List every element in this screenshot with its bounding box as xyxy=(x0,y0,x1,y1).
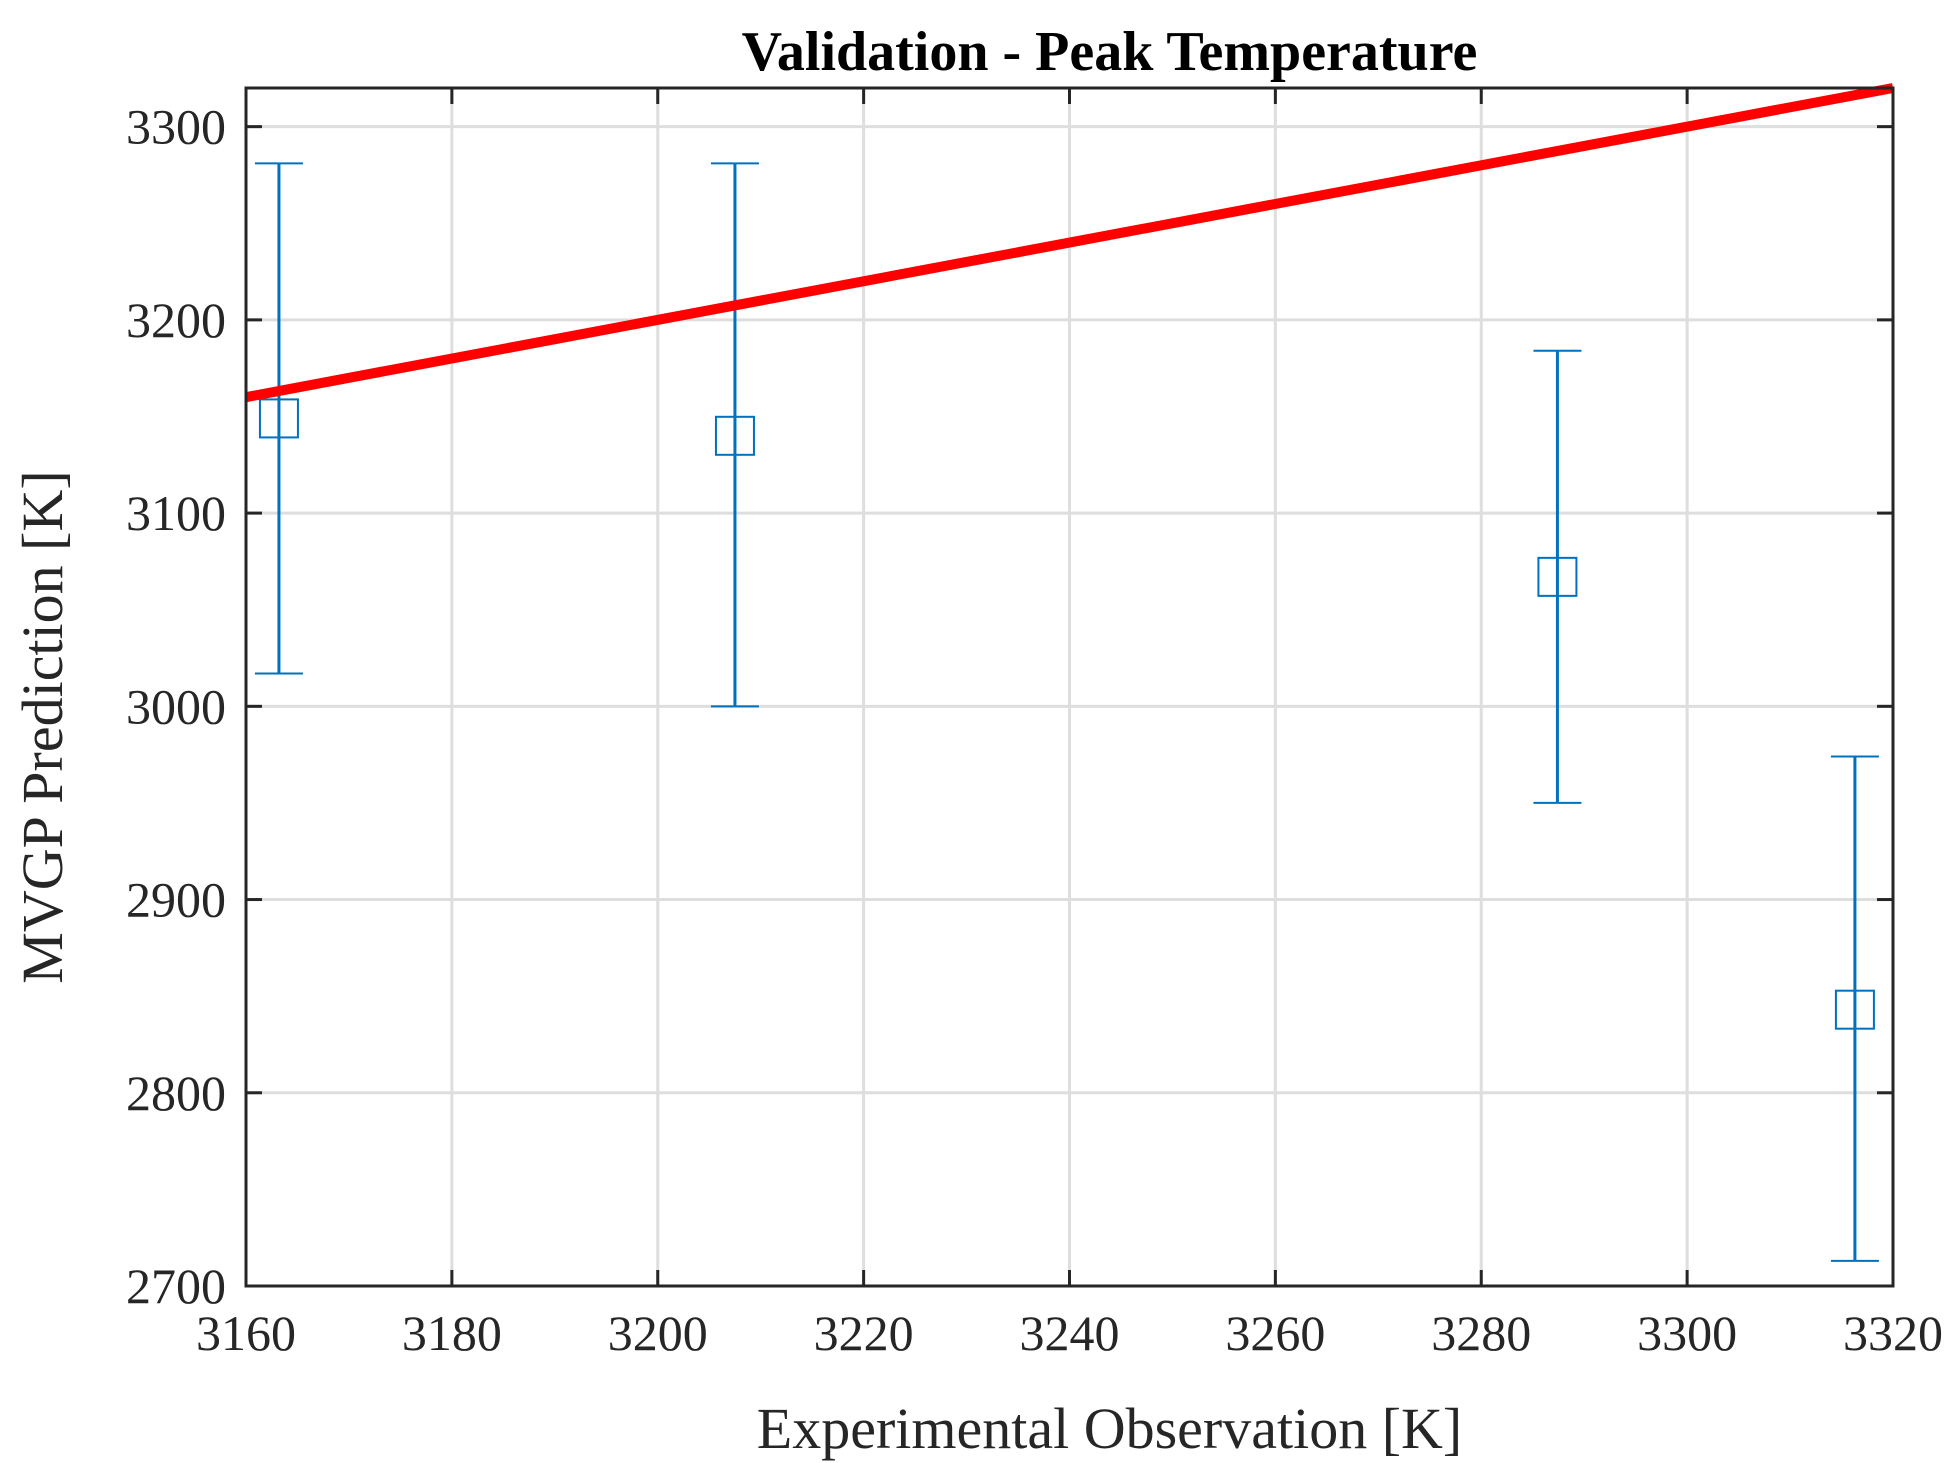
x-tick-label: 3320 xyxy=(1843,1305,1943,1361)
data-point-group xyxy=(1830,755,1879,1262)
y-tick-label: 2800 xyxy=(126,1065,226,1121)
x-tick-label: 3240 xyxy=(1020,1305,1120,1361)
x-tick-label: 3260 xyxy=(1225,1305,1325,1361)
y-tick-label: 3200 xyxy=(126,292,226,348)
grid-lines xyxy=(246,88,1893,1286)
square-marker xyxy=(1537,556,1578,597)
axis-ticks: 3160 3180 3200 3220 3240 3260 3280 3300 3320 2700… xyxy=(126,88,1943,1361)
x-tick-label: 3280 xyxy=(1431,1305,1531,1361)
x-tick-label: 3200 xyxy=(608,1305,708,1361)
x-tick-label: 3300 xyxy=(1637,1305,1737,1361)
chart-title: Validation - Peak Temperature xyxy=(742,21,1478,83)
square-marker xyxy=(258,398,299,439)
y-tick-label: 2700 xyxy=(126,1258,226,1314)
square-marker xyxy=(714,415,755,456)
y-tick-label: 3100 xyxy=(126,485,226,541)
y-axis-label: MVGP Prediction [K] xyxy=(10,470,75,983)
data-point-group xyxy=(1533,349,1582,804)
x-axis-label: Experimental Observation [K] xyxy=(757,1396,1462,1461)
data-point-group xyxy=(710,162,759,708)
reference-line xyxy=(245,83,1894,403)
x-tick-label: 3180 xyxy=(402,1305,502,1361)
x-tick-label: 3160 xyxy=(196,1305,296,1361)
x-tick-label: 3220 xyxy=(814,1305,914,1361)
y-tick-label: 3000 xyxy=(126,678,226,734)
y-tick-label: 3300 xyxy=(126,99,226,155)
y-tick-label: 2900 xyxy=(126,872,226,928)
data-series xyxy=(245,83,1894,1262)
square-marker xyxy=(1834,989,1875,1030)
data-point-group xyxy=(254,162,303,675)
